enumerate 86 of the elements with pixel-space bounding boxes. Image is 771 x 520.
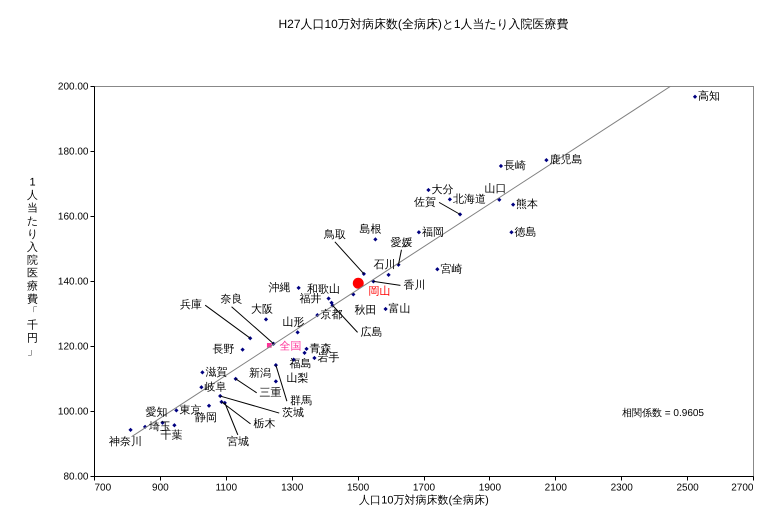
annotation: 富山 bbox=[388, 302, 411, 315]
annotation: 山口 bbox=[484, 182, 506, 195]
annotation: 新潟 bbox=[248, 366, 271, 380]
point bbox=[435, 267, 440, 272]
point bbox=[296, 330, 300, 334]
annotation: 奈良 bbox=[220, 292, 243, 306]
point bbox=[448, 197, 452, 202]
x-tick-label: 2300 bbox=[610, 482, 634, 494]
point bbox=[172, 423, 177, 428]
x-tick-label: 2100 bbox=[544, 482, 568, 494]
annotation: 長野 bbox=[212, 344, 235, 356]
annotation: 香川 bbox=[403, 278, 426, 292]
annotation: 福島 bbox=[290, 356, 312, 370]
annotation: 三重 bbox=[260, 386, 282, 399]
annotation: 滋賀 bbox=[205, 366, 228, 378]
annotation: 兵庫 bbox=[180, 298, 202, 312]
annotation: 福岡 bbox=[422, 225, 444, 238]
annotation: 群馬 bbox=[290, 395, 312, 408]
series-label: 岡山 bbox=[368, 284, 390, 298]
point bbox=[426, 188, 431, 192]
point bbox=[174, 408, 178, 412]
x-tick-label: 2700 bbox=[731, 482, 754, 494]
y-tick-label: 200.00 bbox=[58, 82, 89, 92]
point bbox=[386, 272, 391, 277]
point bbox=[373, 237, 378, 242]
text: 1人当たり入院医療費「千円」 bbox=[27, 176, 38, 358]
annotation: 愛知 bbox=[146, 406, 168, 419]
point bbox=[240, 347, 245, 352]
annotation: 広島 bbox=[360, 325, 383, 338]
x-tick-label: 1300 bbox=[281, 482, 304, 494]
annotation: 京都 bbox=[320, 308, 342, 322]
annotation: 茨城 bbox=[282, 406, 304, 420]
x-tick-label: 1500 bbox=[346, 482, 370, 494]
annotation: 石川 bbox=[374, 258, 396, 271]
annotation: 鹿児島 bbox=[549, 153, 582, 166]
annotation: 島根 bbox=[359, 222, 382, 236]
x-tick-label: 1100 bbox=[216, 482, 238, 494]
x-axis-title: 人口10万対病床数(全病床) bbox=[359, 494, 489, 506]
y-tick-label: 140.00 bbox=[58, 276, 89, 288]
series-label: 全国 bbox=[279, 340, 302, 352]
point bbox=[383, 306, 388, 312]
y-tick-label: 160.00 bbox=[58, 212, 89, 222]
annotation: 大阪 bbox=[251, 302, 273, 316]
point bbox=[200, 370, 205, 374]
annotation: 徳島 bbox=[514, 225, 536, 238]
point bbox=[128, 428, 133, 432]
x-tick-label: 700 bbox=[94, 482, 112, 494]
annotation: 相関係数 = 0.9605 bbox=[622, 407, 704, 419]
x-tick-label: 900 bbox=[152, 482, 170, 494]
annotation: 大分 bbox=[431, 183, 454, 196]
point bbox=[312, 356, 317, 360]
annotation: 岐阜 bbox=[204, 380, 226, 394]
annotation: 高知 bbox=[698, 90, 720, 103]
point bbox=[497, 198, 502, 202]
point bbox=[352, 278, 364, 289]
annotation: 熊本 bbox=[516, 198, 538, 211]
point bbox=[544, 158, 549, 162]
annotation: 鳥取 bbox=[322, 228, 346, 241]
annotation: 山梨 bbox=[286, 372, 309, 385]
y-tick-label: 80.00 bbox=[63, 472, 89, 482]
x-tick-label: 1900 bbox=[478, 482, 502, 494]
y-tick-label: 100.00 bbox=[58, 406, 89, 418]
annotation: 長崎 bbox=[504, 158, 526, 172]
annotation: 佐賀 bbox=[414, 196, 436, 208]
annotation: 神奈川 bbox=[109, 434, 142, 448]
annotation: 埼玉 bbox=[148, 420, 172, 433]
annotation: 愛媛 bbox=[390, 236, 412, 249]
annotation: 宮崎 bbox=[440, 262, 462, 276]
point bbox=[498, 164, 504, 168]
point bbox=[511, 202, 516, 207]
annotation: 秋田 bbox=[354, 304, 376, 316]
point bbox=[296, 286, 301, 290]
x-tick-label: 1700 bbox=[412, 482, 436, 494]
point bbox=[304, 346, 309, 352]
annotation: 栃木 bbox=[254, 416, 276, 430]
x-tick-label: 2500 bbox=[676, 482, 700, 494]
annotation: 山形 bbox=[282, 315, 305, 328]
chart-title: H27人口10万対病床数(全病床)と1人当たり入院医療費 bbox=[278, 17, 569, 31]
point bbox=[326, 296, 331, 301]
y-tick-label: 180.00 bbox=[58, 146, 89, 158]
annotation: 沖縄 bbox=[268, 280, 291, 294]
y-tick-label: 120.00 bbox=[58, 342, 89, 352]
annotation: 宮城 bbox=[226, 434, 249, 448]
point bbox=[274, 379, 278, 384]
annotation: 北海道 bbox=[452, 192, 486, 206]
annotation: 福井 bbox=[300, 292, 322, 305]
